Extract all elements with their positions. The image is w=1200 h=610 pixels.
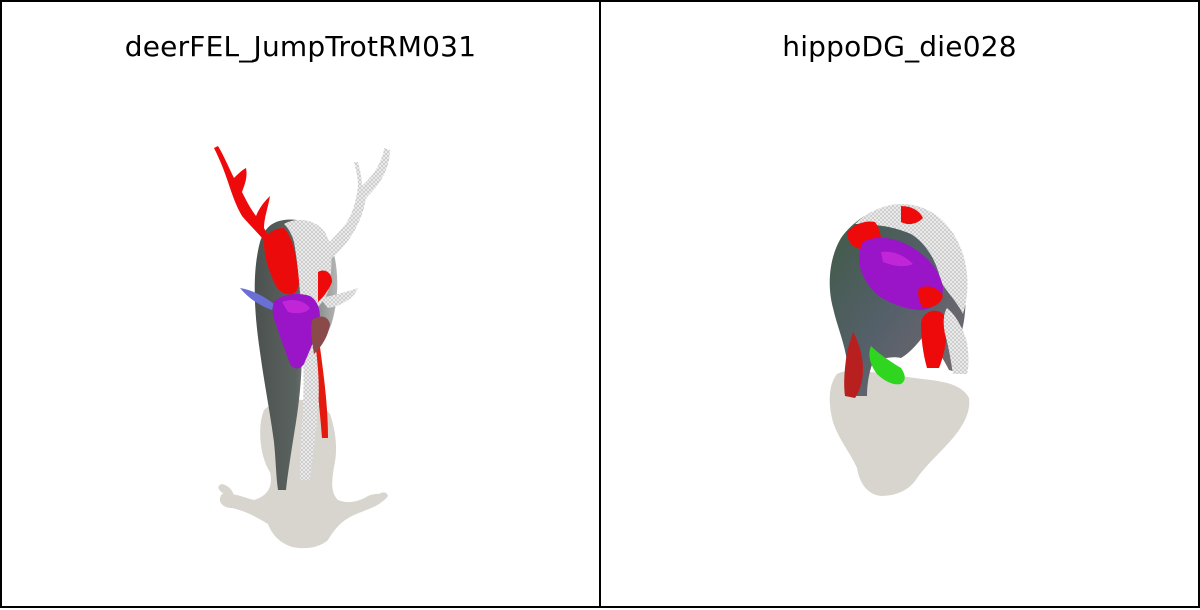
hippo-leg-left <box>844 332 863 398</box>
deer-neck-red <box>318 270 332 302</box>
hippo-red-top2 <box>901 206 923 225</box>
deer-ear-left <box>240 288 274 310</box>
deer-leg-mesh <box>300 332 319 480</box>
panel-title-deer: deerFEL_JumpTrotRM031 <box>124 30 477 63</box>
deer-antler-right <box>308 148 390 272</box>
deer-chest <box>311 316 330 354</box>
hippo-snout-red <box>918 286 943 308</box>
hippo-render <box>829 204 970 496</box>
hippo-head-highlight <box>881 251 913 267</box>
hippo-back-mesh <box>855 204 968 314</box>
hippo-leg-red <box>921 310 947 368</box>
panel-deer: deerFEL_JumpTrotRM031 <box>0 0 600 608</box>
panel-title-hippo: hippoDG_die028 <box>782 30 1017 63</box>
deer-render <box>214 146 390 549</box>
hippo-shadow <box>829 370 970 496</box>
deer-antler-left <box>214 146 280 254</box>
panel-hippo: hippoDG_die028 <box>600 0 1200 608</box>
deer-head-highlight <box>282 300 310 314</box>
deer-ear-right <box>320 288 358 308</box>
deer-head <box>272 294 320 369</box>
hippo-leg-mesh <box>943 308 969 374</box>
hippo-hoof-green <box>869 346 905 385</box>
